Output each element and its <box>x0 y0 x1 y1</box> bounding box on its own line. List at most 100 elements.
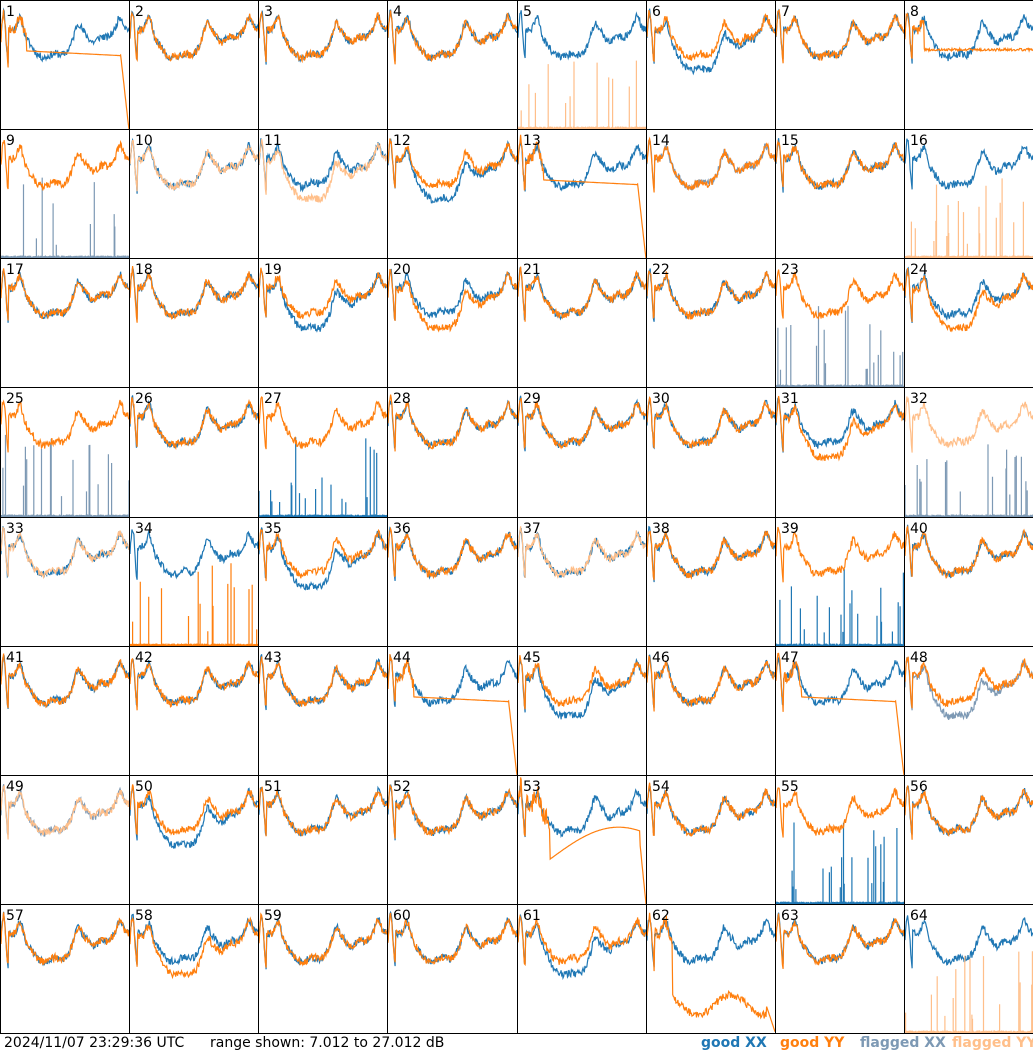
series-yy-panel-36 <box>388 526 517 580</box>
series-xx-panel-45 <box>518 657 646 720</box>
series-yy-panel-46 <box>647 654 775 712</box>
panel-plot-50 <box>130 784 258 849</box>
series-yy-panel-61 <box>518 914 646 967</box>
panel-number-58: 58 <box>135 908 153 924</box>
panel-number-32: 32 <box>910 391 928 407</box>
series-xx-panel-55 <box>776 822 904 904</box>
panel-number-47: 47 <box>781 650 799 666</box>
panel-number-34: 34 <box>135 521 153 537</box>
series-yy-panel-64 <box>905 951 1033 1033</box>
timestamp-label: 2024/11/07 23:29:36 UTC <box>4 1035 185 1051</box>
panel-plot-51 <box>259 785 387 837</box>
panel-plot-16 <box>905 138 1033 258</box>
series-yy-panel-45 <box>518 655 646 710</box>
panel-plot-45 <box>518 655 646 720</box>
series-yy-panel-38 <box>647 530 775 581</box>
panel-plot-37 <box>518 526 646 579</box>
panel-plot-52 <box>388 784 517 841</box>
antenna-panel-41: 41 <box>0 646 130 776</box>
antenna-panel-61: 61 <box>517 904 647 1034</box>
series-yy-panel-63 <box>776 913 904 969</box>
panel-plot-17 <box>1 268 129 323</box>
series-yy-panel-33 <box>1 526 129 580</box>
series-xx-panel-1 <box>1 7 129 64</box>
panel-number-16: 16 <box>910 133 928 149</box>
series-yy-panel-9 <box>1 139 129 191</box>
panel-plot-31 <box>776 395 904 462</box>
antenna-panel-42: 42 <box>129 646 259 776</box>
panel-number-35: 35 <box>264 521 282 537</box>
antenna-panel-19: 19 <box>258 258 388 388</box>
antenna-panel-10: 10 <box>129 129 259 259</box>
legend-flagged-xx: flagged XX <box>860 1035 946 1051</box>
series-yy-panel-16 <box>905 178 1033 258</box>
series-yy-panel-19 <box>259 267 387 319</box>
antenna-panel-4: 4 <box>387 0 518 130</box>
panel-plot-19 <box>259 267 387 333</box>
panel-number-7: 7 <box>781 4 790 20</box>
series-xx-panel-24 <box>905 266 1033 323</box>
panel-plot-10 <box>130 137 258 194</box>
panel-number-51: 51 <box>264 779 282 795</box>
series-yy-panel-6 <box>647 9 775 63</box>
antenna-panel-62: 62 <box>646 904 776 1034</box>
series-xx-panel-6 <box>647 8 775 76</box>
series-yy-panel-7 <box>776 8 904 64</box>
antenna-panel-24: 24 <box>904 258 1033 388</box>
series-yy-panel-54 <box>647 782 775 837</box>
panel-plot-14 <box>647 136 775 193</box>
series-yy-panel-24 <box>905 268 1033 333</box>
antenna-panel-64: 64 <box>904 904 1033 1034</box>
panel-number-26: 26 <box>135 391 153 407</box>
panel-plot-38 <box>647 525 775 583</box>
panel-number-23: 23 <box>781 262 799 278</box>
antenna-panel-47: 47 <box>775 646 905 776</box>
panel-plot-2 <box>130 10 258 63</box>
panel-plot-12 <box>388 138 517 204</box>
antenna-panel-17: 17 <box>0 258 130 388</box>
panel-plot-27 <box>259 396 387 517</box>
antenna-panel-63: 63 <box>775 904 905 1034</box>
series-yy-panel-22 <box>647 270 775 320</box>
panel-plot-25 <box>1 399 129 517</box>
antenna-panel-37: 37 <box>517 517 647 647</box>
series-yy-panel-1 <box>1 9 129 129</box>
footer-bar: 2024/11/07 23:29:36 UTC range shown: 7.0… <box>0 1033 1033 1053</box>
panel-plot-8 <box>905 12 1033 64</box>
series-yy-panel-14 <box>647 136 775 193</box>
series-xx-panel-27 <box>259 437 387 517</box>
panel-plot-6 <box>647 8 775 76</box>
panel-number-14: 14 <box>652 133 670 149</box>
panel-number-25: 25 <box>6 391 24 407</box>
panel-number-13: 13 <box>523 133 541 149</box>
series-yy-panel-43 <box>259 656 387 707</box>
antenna-panel-36: 36 <box>387 517 518 647</box>
panel-number-27: 27 <box>264 391 282 407</box>
antenna-panel-40: 40 <box>904 517 1033 647</box>
series-yy-panel-59 <box>259 912 387 968</box>
antenna-panel-39: 39 <box>775 517 905 647</box>
antenna-panel-11: 11 <box>258 129 388 259</box>
series-xx-panel-48 <box>905 657 1033 721</box>
panel-number-11: 11 <box>264 133 282 149</box>
series-yy-panel-48 <box>905 656 1033 709</box>
panel-plot-7 <box>776 8 904 64</box>
panel-plot-15 <box>776 138 904 193</box>
panel-plot-42 <box>130 657 258 711</box>
panel-number-22: 22 <box>652 262 670 278</box>
antenna-panel-58: 58 <box>129 904 259 1034</box>
panel-number-61: 61 <box>523 908 541 924</box>
panel-number-15: 15 <box>781 133 799 149</box>
antenna-panel-2: 2 <box>129 0 259 130</box>
antenna-panel-48: 48 <box>904 646 1033 776</box>
series-yy-panel-12 <box>388 138 517 190</box>
panel-number-53: 53 <box>523 779 541 795</box>
panel-number-54: 54 <box>652 779 670 795</box>
antenna-panel-53: 53 <box>517 775 647 905</box>
series-yy-panel-27 <box>259 396 387 450</box>
panel-plot-1 <box>1 7 129 129</box>
series-xx-panel-34 <box>130 529 258 580</box>
panel-plot-46 <box>647 654 775 712</box>
series-xx-panel-33 <box>1 526 129 579</box>
